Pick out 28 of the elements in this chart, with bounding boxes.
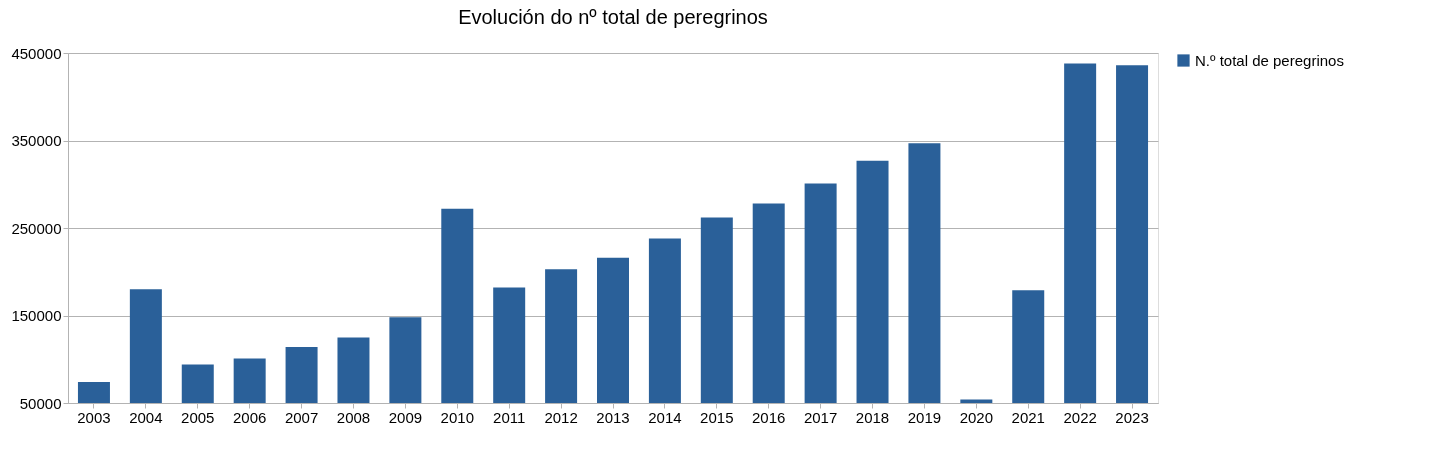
x-tick-label: 2020 (959, 408, 994, 426)
x-tick-label: 2018 (855, 408, 890, 426)
x-tick-label: 2010 (440, 408, 474, 426)
x-tick-label: 2023 (1115, 408, 1149, 426)
x-tick-label: 2014 (648, 408, 682, 426)
y-tick-label: 350000 (11, 132, 62, 149)
x-tick-label: 2015 (700, 408, 734, 426)
y-tick-label: 450000 (11, 44, 62, 62)
legend-label: N.º total de peregrinos (1195, 51, 1344, 69)
x-tick-label: 2011 (493, 408, 526, 426)
x-tick-label: 2017 (803, 408, 838, 426)
chart-title: Evolución do nº total de peregrinos (458, 6, 768, 28)
x-tick-label: 2019 (907, 408, 942, 426)
y-tick-label: 50000 (19, 394, 62, 412)
x-tick-label: 2016 (752, 408, 786, 426)
x-tick-label: 2022 (1063, 408, 1097, 426)
x-tick-label: 2012 (544, 408, 578, 426)
y-tick-label: 250000 (11, 219, 62, 237)
x-tick-label: 2007 (284, 408, 319, 426)
x-tick-label: 2009 (388, 408, 423, 426)
x-tick-label: 2003 (77, 408, 111, 426)
x-tick-label: 2004 (129, 408, 163, 426)
x-tick-label: 2013 (596, 408, 630, 426)
x-tick-label: 2021 (1011, 408, 1045, 426)
y-tick-label: 150000 (11, 307, 62, 324)
x-tick-label: 2006 (232, 408, 267, 426)
x-tick-label: 2005 (181, 408, 215, 426)
x-tick-label: 2008 (336, 408, 371, 426)
